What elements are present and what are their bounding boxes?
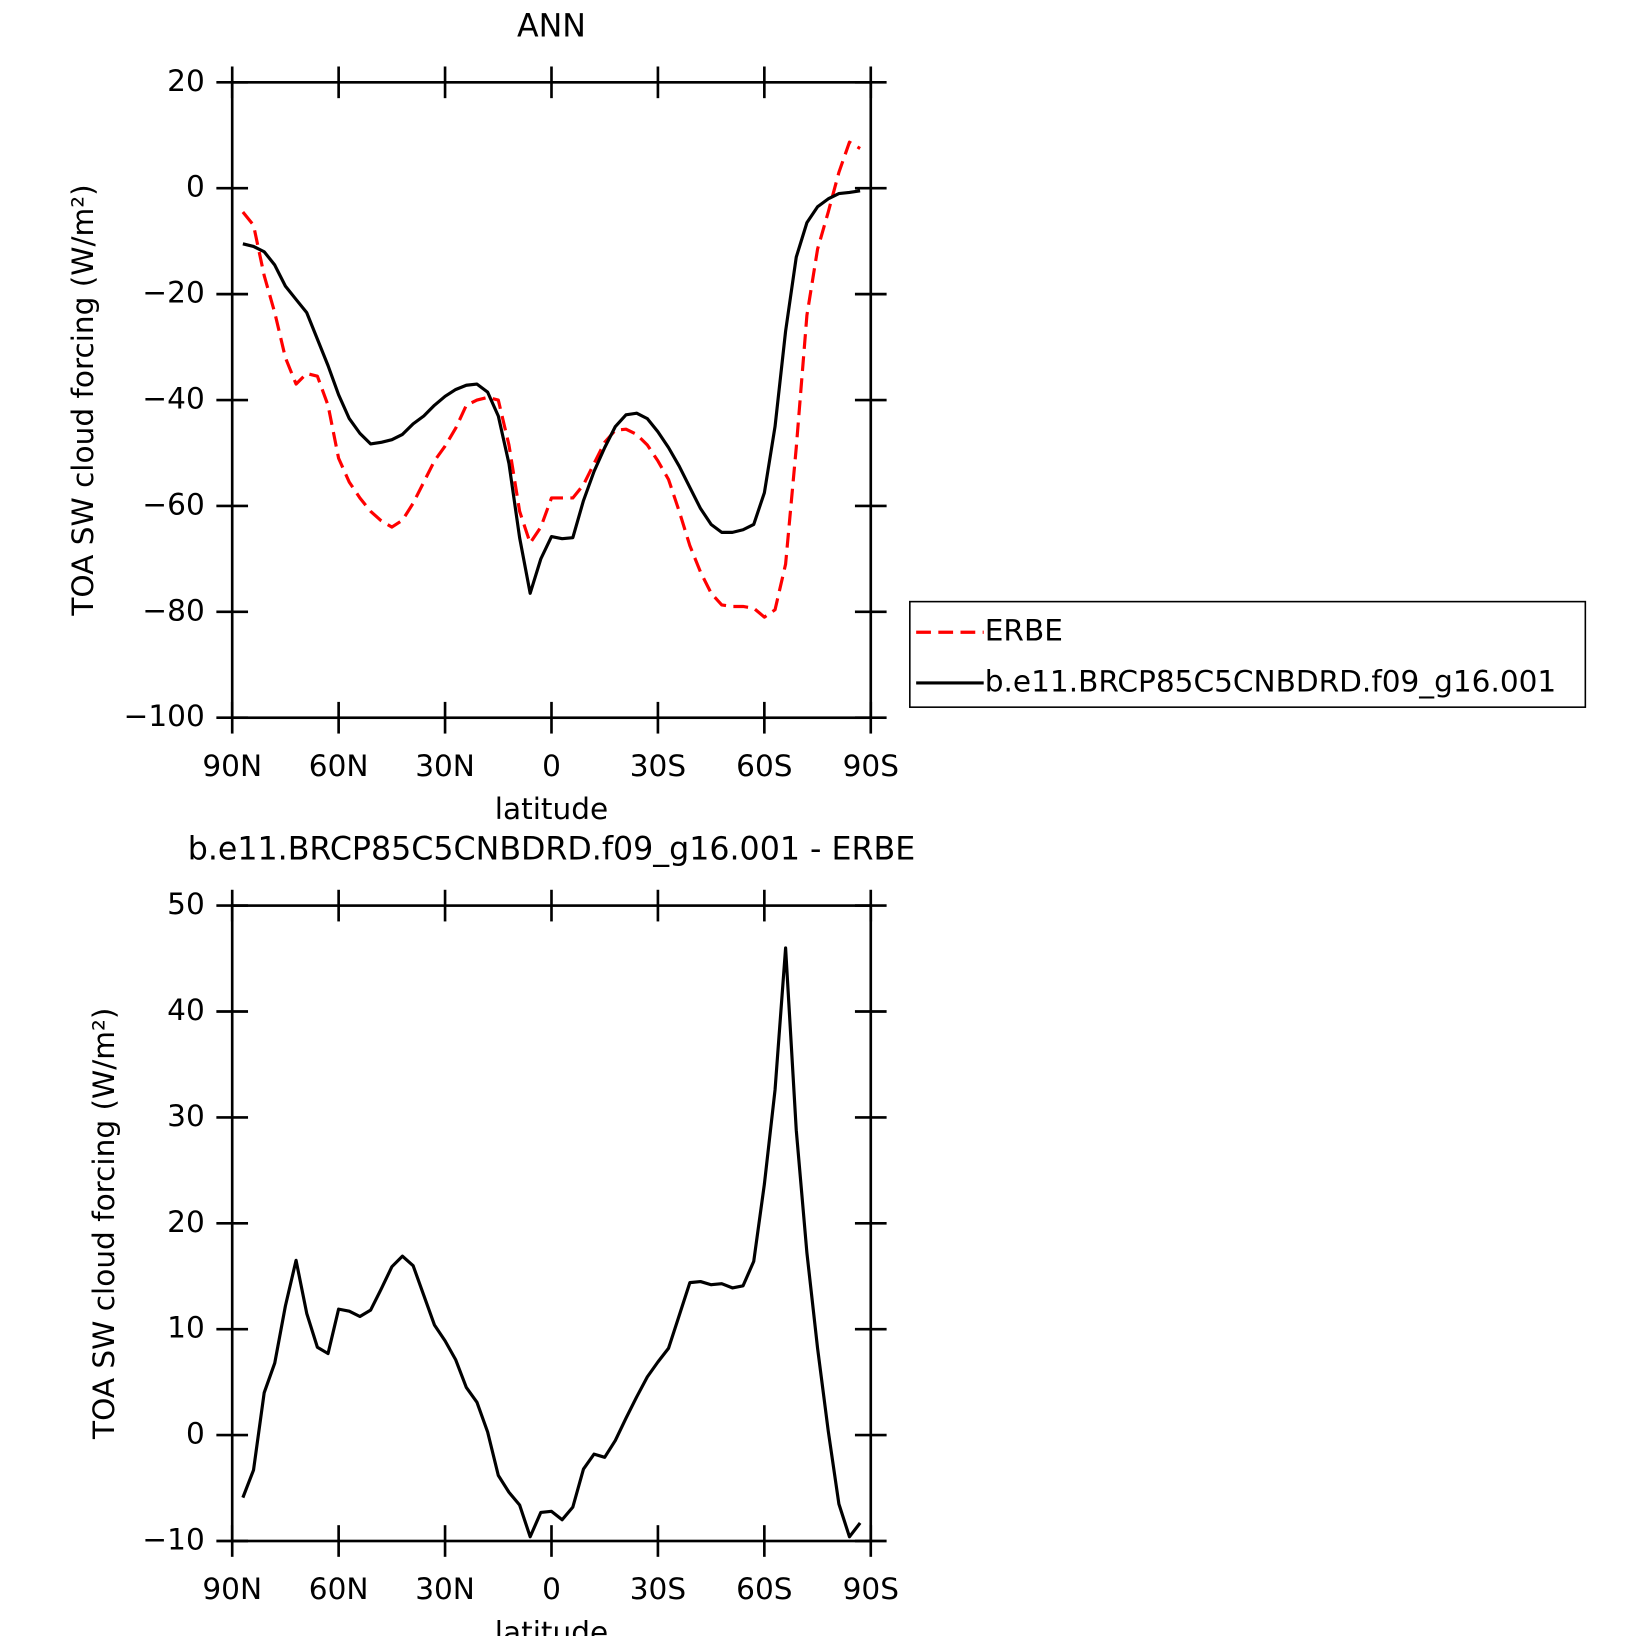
legend-box [909,600,1587,708]
x-tick-label: 60S [736,1572,792,1606]
series-line [242,189,861,595]
y-tick-label: 0 [186,170,205,204]
x-tick-label: 30N [415,749,475,783]
plot-frame [230,904,873,1543]
y-axis-label: TOA SW cloud forcing (W/m²) [87,1008,121,1440]
series-line [241,140,861,619]
x-axis-label: latitude [495,1615,608,1636]
y-axis-label: TOA SW cloud forcing (W/m²) [66,184,100,616]
x-tick-label: 30S [630,749,686,783]
x-tick-label: 60N [309,749,369,783]
x-tick-label: 30S [630,1572,686,1606]
y-tick-label: −40 [142,382,204,416]
y-tick-label: 20 [167,64,205,98]
plot-frame [230,81,873,720]
x-tick-label: 0 [542,749,561,783]
y-tick-label: 30 [167,1099,205,1133]
x-tick-label: 60S [736,749,792,783]
y-tick-label: 50 [167,887,205,921]
x-tick-label: 90N [202,749,262,783]
chart-title: ANN [517,8,586,44]
y-tick-label: −100 [124,699,205,733]
y-tick-label: 40 [167,993,205,1027]
x-tick-label: 90S [843,1572,899,1606]
y-tick-label: 0 [186,1417,205,1451]
x-axis-label: latitude [495,792,608,826]
x-tick-label: 0 [542,1572,561,1606]
legend-label: ERBE [985,614,1063,648]
x-tick-label: 90N [202,1572,262,1606]
chart-title: b.e11.BRCP85C5CNBDRD.f09_g16.001 - ERBE [188,832,916,868]
y-tick-label: −60 [142,487,204,521]
y-tick-label: −10 [142,1523,204,1557]
x-tick-label: 60N [309,1572,369,1606]
series-line [241,946,862,1539]
x-tick-label: 30N [415,1572,475,1606]
y-tick-label: −80 [142,593,204,627]
y-tick-label: 20 [167,1205,205,1239]
y-tick-label: 10 [167,1311,205,1345]
x-tick-label: 90S [843,749,899,783]
y-tick-label: −20 [142,276,204,310]
legend-label: b.e11.BRCP85C5CNBDRD.f09_g16.001 [985,664,1556,698]
